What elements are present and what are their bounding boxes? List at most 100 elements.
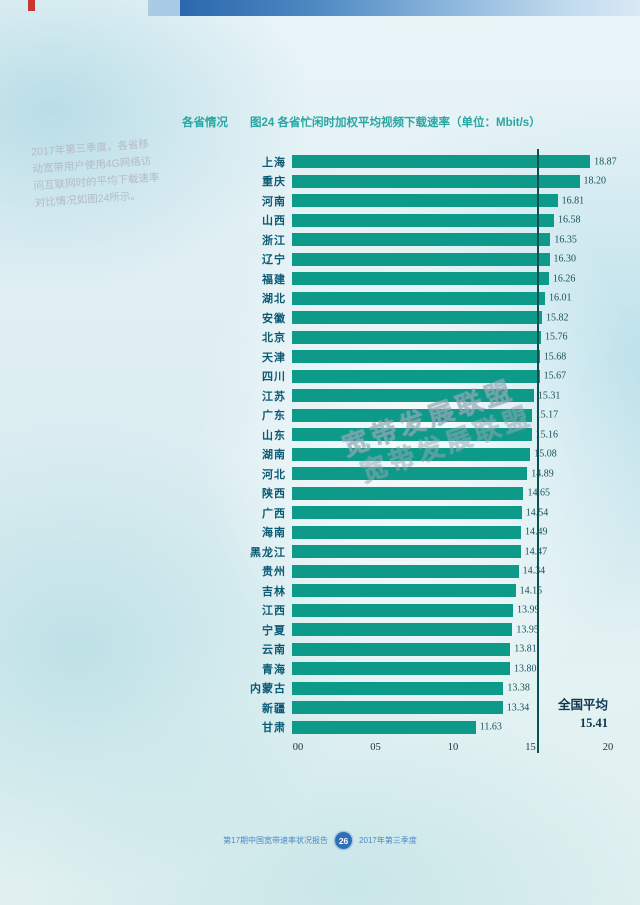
bar-chart: 上海 18.87 重庆 18.20 河南 16.81 山西 16.58 浙江 16.35 辽宁 16.… bbox=[230, 149, 617, 760]
province-label: 广西 bbox=[262, 507, 286, 520]
province-label: 陕西 bbox=[262, 488, 286, 501]
province-label: 天津 bbox=[262, 351, 286, 364]
province-label: 湖北 bbox=[262, 293, 286, 306]
bar-track: 18.87 bbox=[292, 155, 617, 169]
bar-track: 14.47 bbox=[292, 545, 608, 559]
bar-row: 山西 16.58 bbox=[230, 211, 608, 231]
bar-row: 甘肃 11.63 bbox=[230, 718, 608, 738]
bar-value: 13.34 bbox=[506, 702, 530, 714]
bar-track: 13.81 bbox=[292, 642, 608, 656]
bar-track: 16.81 bbox=[292, 194, 608, 208]
province-label: 安徽 bbox=[262, 312, 286, 325]
bar-track: 18.20 bbox=[292, 174, 608, 188]
chart-header: 各省情况 图24 各省忙闲时加权平均视频下载速率（单位：Mbit/s） bbox=[182, 114, 541, 130]
bar-track: 14.65 bbox=[292, 486, 608, 500]
bar-row: 四川 15.67 bbox=[230, 367, 608, 387]
province-label: 河南 bbox=[262, 195, 286, 208]
side-note-paragraph: 2017年第三季度，各省移动宽带用户使用4G网络访问互联网时的平均下载速率对比情… bbox=[30, 138, 160, 210]
province-label: 辽宁 bbox=[262, 254, 286, 267]
bar-row: 河南 16.81 bbox=[230, 191, 608, 211]
province-label: 内蒙古 bbox=[250, 683, 286, 696]
bar-value: 13.99 bbox=[517, 604, 540, 616]
average-value: 15.41 bbox=[579, 716, 608, 731]
province-label: 福建 bbox=[262, 273, 286, 286]
bar-track: 14.54 bbox=[292, 506, 608, 520]
bar-value: 16.30 bbox=[553, 253, 577, 265]
bar bbox=[292, 428, 532, 442]
province-label: 贵州 bbox=[262, 566, 286, 579]
province-label: 浙江 bbox=[262, 234, 286, 247]
bar-track: 16.35 bbox=[292, 233, 608, 247]
bar-value: 13.95 bbox=[516, 624, 539, 636]
bar-value: 16.01 bbox=[548, 292, 572, 304]
bar-track: 13.95 bbox=[292, 623, 608, 637]
bar bbox=[292, 681, 504, 695]
page-footer: 第17期中国宽带速率状况报告 26 2017年第三季度 bbox=[0, 832, 640, 849]
bar-row: 福建 16.26 bbox=[230, 269, 608, 289]
average-label-text: 全国平均 bbox=[557, 698, 608, 712]
province-label: 山西 bbox=[262, 215, 286, 228]
section-label: 各省情况 bbox=[182, 117, 228, 129]
bar-value: 15.67 bbox=[543, 370, 567, 382]
bar-track: 13.99 bbox=[292, 603, 608, 617]
bar-row: 吉林 14.15 bbox=[230, 581, 608, 601]
bar bbox=[292, 155, 591, 169]
bar bbox=[292, 174, 580, 188]
x-tick: 00 bbox=[292, 742, 304, 753]
page-number-badge: 26 bbox=[335, 832, 353, 849]
bar-row: 北京 15.76 bbox=[230, 328, 608, 348]
bar-track: 16.30 bbox=[292, 252, 608, 266]
bar bbox=[292, 213, 554, 227]
bar-track: 15.16 bbox=[292, 428, 608, 442]
footer-quarter: 2017年第三季度 bbox=[359, 836, 417, 845]
bar-value: 15.82 bbox=[545, 312, 569, 324]
bar-row: 安徽 15.82 bbox=[230, 308, 608, 328]
national-average-label: 全国平均 15.41 bbox=[558, 696, 608, 732]
bar bbox=[292, 350, 540, 364]
bar-track: 16.26 bbox=[292, 272, 608, 286]
bar-track: 13.34 bbox=[292, 701, 608, 715]
bar-row: 天津 15.68 bbox=[230, 347, 608, 367]
bar bbox=[292, 720, 476, 734]
bar-value: 15.17 bbox=[535, 409, 559, 421]
bar-row: 浙江 16.35 bbox=[230, 230, 608, 250]
bar-value: 16.81 bbox=[561, 195, 585, 207]
province-label: 北京 bbox=[262, 332, 286, 345]
bar-track: 14.34 bbox=[292, 564, 608, 578]
bar bbox=[292, 642, 511, 656]
bar-rows: 上海 18.87 重庆 18.20 河南 16.81 山西 16.58 浙江 16.35 辽宁 16.… bbox=[230, 152, 617, 738]
bar-row: 海南 14.49 bbox=[230, 523, 608, 543]
province-label: 云南 bbox=[262, 644, 286, 657]
bar-value: 16.58 bbox=[557, 214, 581, 226]
bar-row: 湖北 16.01 bbox=[230, 289, 608, 309]
bar-track: 16.01 bbox=[292, 291, 608, 305]
bar-track: 15.31 bbox=[292, 389, 608, 403]
bar bbox=[292, 603, 514, 617]
bar bbox=[292, 408, 532, 422]
bar-track: 14.49 bbox=[292, 525, 608, 539]
bar-row: 黑龙江 14.47 bbox=[230, 542, 608, 562]
bar-value: 15.76 bbox=[545, 331, 568, 343]
bar-track: 14.89 bbox=[292, 467, 608, 481]
province-label: 山东 bbox=[262, 429, 286, 442]
bar-value: 14.34 bbox=[522, 565, 546, 577]
bar bbox=[292, 701, 503, 715]
bar bbox=[292, 369, 540, 383]
bar-row: 新疆 13.34 bbox=[230, 698, 608, 718]
bar-track: 15.76 bbox=[292, 330, 608, 344]
bar-row: 上海 18.87 bbox=[230, 152, 617, 172]
bar-value: 14.47 bbox=[524, 546, 548, 558]
bar-row: 辽宁 16.30 bbox=[230, 250, 608, 270]
bar-row: 云南 13.81 bbox=[230, 640, 608, 660]
province-label: 广东 bbox=[262, 410, 286, 423]
province-label: 重庆 bbox=[262, 176, 286, 189]
province-label: 江西 bbox=[262, 605, 286, 618]
province-label: 青海 bbox=[262, 663, 286, 676]
bar-row: 内蒙古 13.38 bbox=[230, 679, 608, 699]
bar-row: 湖南 15.08 bbox=[230, 445, 608, 465]
bar-track: 13.38 bbox=[292, 681, 608, 695]
bar-track: 15.17 bbox=[292, 408, 608, 422]
bar bbox=[292, 233, 551, 247]
province-label: 四川 bbox=[262, 371, 286, 384]
